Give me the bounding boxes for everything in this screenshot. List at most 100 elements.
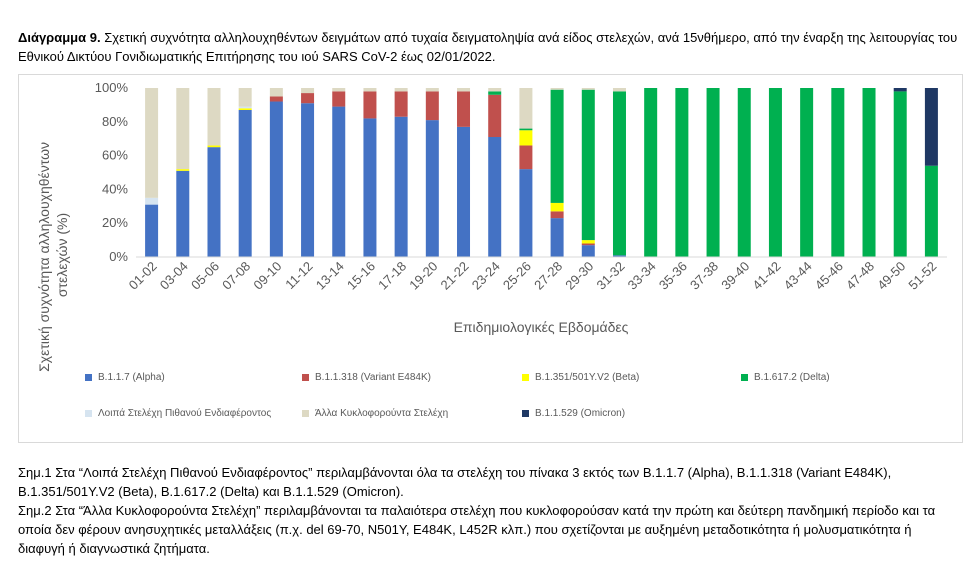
bar-segment — [706, 88, 720, 257]
bar-segment — [768, 88, 782, 257]
bar-segment — [519, 128, 533, 131]
bar-segment — [145, 197, 159, 205]
legend-swatch — [85, 373, 92, 381]
legend-label: B.1.1.529 (Omicron) — [535, 408, 626, 419]
bar-segment — [332, 91, 346, 107]
bar-segment — [301, 93, 315, 104]
bar-segment — [737, 88, 751, 257]
legend-label: Άλλα Κυκλοφορούντα Στελέχη — [315, 408, 449, 419]
x-tick-label: 03-04 — [157, 259, 191, 293]
figure-number: Διάγραμμα 9. — [18, 30, 101, 45]
legend-label: B.1.617.2 (Delta) — [754, 372, 830, 383]
x-tick-label: 15-16 — [344, 259, 378, 293]
figure-caption: Διάγραμμα 9. Σχετική συχνότητα αλληλουχη… — [18, 28, 958, 66]
x-tick-label: 37-38 — [687, 259, 721, 293]
y-tick-label: 20% — [102, 215, 128, 230]
bar-segment — [519, 88, 533, 129]
bar-segment — [394, 88, 408, 92]
legend-item-alpha: B.1.1.7 (Alpha) — [85, 372, 165, 383]
y-axis-title: Σχετική συχνότητα αλληλουχηθέντων στελεχ… — [36, 138, 70, 372]
bar-segment — [488, 88, 502, 92]
legend-item-delta: B.1.617.2 (Delta) — [741, 372, 830, 383]
bar-segment — [238, 88, 252, 107]
bar-segment — [176, 88, 190, 170]
y-axis: 0% 20% 40% 60% 80% 100% — [95, 80, 129, 264]
bar-segment — [519, 130, 533, 146]
bar-segment — [145, 88, 159, 198]
x-tick-label: 51-52 — [905, 259, 939, 293]
y-tick-label: 100% — [95, 80, 129, 95]
legend-label: Λοιπά Στελέχη Πιθανού Ενδιαφέροντος — [98, 408, 272, 419]
bar-segment — [831, 88, 845, 257]
bar-segment — [425, 91, 439, 121]
bar-segment — [893, 91, 907, 257]
bar-segment — [238, 106, 252, 109]
x-tick-label: 33-34 — [625, 259, 659, 293]
bar-segment — [862, 88, 876, 257]
y-tick-label: 80% — [102, 114, 128, 129]
legend-swatch — [741, 373, 748, 381]
y-tick-label: 60% — [102, 148, 128, 163]
bar-segment — [550, 202, 564, 212]
bar-segment — [394, 91, 408, 117]
bar-segment — [581, 245, 595, 257]
bar-segment — [363, 91, 377, 119]
bar-segment — [363, 88, 377, 92]
chart-frame: 0% 20% 40% 60% 80% 100% 01-02 03-04 05-06 07-08 0… — [18, 74, 963, 443]
legend-item-other-circulating: Άλλα Κυκλοφορούντα Στελέχη — [302, 408, 448, 419]
legend-label: B.1.1.318 (Variant E484K) — [315, 372, 431, 383]
bar-segment — [488, 94, 502, 138]
bar-segment — [332, 88, 346, 92]
x-tick-label: 13-14 — [313, 259, 347, 293]
bar-segment — [488, 137, 502, 257]
bar-segment — [363, 118, 377, 257]
x-tick-label: 01-02 — [126, 259, 160, 293]
bar-segment — [550, 89, 564, 203]
bar-segment — [924, 165, 938, 257]
bar-segment — [207, 88, 221, 146]
bar-segment — [301, 88, 315, 94]
stacked-bar-chart: 0%20%40%60%80%100% 01-0203-0405-0607-080… — [36, 80, 947, 372]
legend-swatch — [302, 409, 309, 417]
legend-swatch — [85, 409, 92, 417]
legend-swatch — [522, 373, 529, 381]
bar-segment — [145, 204, 159, 257]
x-tick-label: 07-08 — [219, 259, 253, 293]
x-tick-label: 31-32 — [593, 259, 627, 293]
bar-segment — [207, 147, 221, 257]
bar-segment — [301, 103, 315, 258]
x-tick-label: 47-48 — [843, 259, 877, 293]
notes: Σημ.1 Στα “Λοιπά Στελέχη Πιθανού Ενδιαφέ… — [18, 463, 948, 558]
bar-segment — [425, 88, 439, 92]
legend-label: B.1.1.7 (Alpha) — [98, 372, 165, 383]
bar-segment — [394, 116, 408, 257]
x-tick-label: 39-40 — [718, 259, 752, 293]
legend-label: B.1.351/501Y.V2 (Beta) — [535, 372, 640, 383]
x-tick-label: 43-44 — [781, 259, 815, 293]
bar-segment — [519, 145, 533, 170]
bar-segment — [675, 88, 689, 257]
x-axis: 01-0203-0405-0607-0809-1011-1213-1415-16… — [126, 256, 947, 293]
bar-segment — [176, 170, 190, 257]
bar-segment — [581, 88, 595, 90]
x-tick-label: 25-26 — [500, 259, 534, 293]
x-tick-label: 09-10 — [250, 259, 284, 293]
legend-item-e484k: B.1.1.318 (Variant E484K) — [302, 372, 431, 383]
note-2: Σημ.2 Στα “Άλλα Κυκλοφορούντα Στελέχη” π… — [18, 503, 936, 556]
figure-title: Σχετική συχνότητα αλληλουχηθέντων δειγμά… — [18, 30, 958, 64]
x-tick-label: 23-24 — [469, 259, 503, 293]
x-tick-label: 49-50 — [874, 259, 908, 293]
bars-group — [145, 88, 938, 258]
bar-segment — [893, 88, 907, 92]
bar-segment — [238, 108, 252, 110]
bar-segment — [238, 109, 252, 257]
y-tick-label: 40% — [102, 181, 128, 196]
bar-segment — [800, 88, 814, 257]
bar-segment — [457, 88, 471, 92]
bar-segment — [457, 126, 471, 257]
x-tick-label: 45-46 — [812, 259, 846, 293]
bar-segment — [612, 91, 626, 256]
bar-segment — [425, 120, 439, 257]
bar-segment — [269, 101, 283, 257]
legend-swatch — [522, 409, 529, 417]
